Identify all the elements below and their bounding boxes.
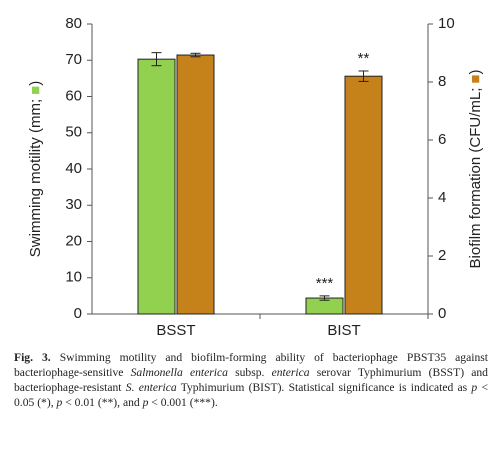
caption-text: p (142, 396, 149, 409)
caption-text: < 0.01 (**), and (62, 396, 143, 409)
caption-text: p (471, 381, 478, 394)
y2-tick-label: 6 (438, 131, 446, 148)
chart: 0 10 20 30 40 50 60 70 80 0 2 4 6 8 10 Swimming motilit… (27, 15, 484, 339)
y2-tick-label: 2 (438, 247, 446, 264)
error-bar (319, 295, 330, 301)
caption-text: subsp. (227, 366, 272, 379)
caption-text: Fig. 3. (14, 351, 51, 364)
y-tick-label: 70 (65, 51, 82, 68)
axis-label-text: Swimming motility (mm; (27, 99, 44, 257)
caption-text: S. enterica (125, 381, 177, 394)
y-tick-label: 30 (65, 196, 82, 213)
y-tick-label: 20 (65, 232, 82, 249)
significance-label: *** (316, 275, 334, 292)
error-bar (151, 52, 162, 67)
caption-text: Typhimurium (BIST). Statistical signific… (176, 381, 472, 394)
caption-text: Swimming motility and biofilm-forming ab… (14, 351, 488, 379)
caption-text: Salmonella enterica (130, 366, 228, 379)
axis-label: Swimming motility (mm; ■) (27, 81, 44, 257)
significance-label: ** (358, 50, 370, 67)
bar (344, 75, 383, 315)
y2-tick-label: 0 (438, 305, 446, 322)
axis-label: Biofilm formation (CFU/mL; ■) (467, 70, 484, 269)
legend-marker: ■ (27, 86, 44, 95)
caption: Fig. 3. Swimming motility and biofilm-fo… (14, 350, 488, 410)
y-tick-label: 50 (65, 124, 82, 141)
caption-text: serovar Typhimurium (BSST) and bacteriop… (14, 366, 488, 394)
y2-tick-label: 10 (438, 15, 455, 32)
caption-text: < 0.05 (*), (14, 381, 489, 409)
y2-tick-label: 8 (438, 73, 446, 90)
axis-label-text: ) (27, 81, 44, 86)
y-tick-label: 80 (65, 15, 82, 32)
x-tick-label: BIST (327, 322, 360, 339)
bar (137, 58, 176, 315)
error-bar (358, 70, 369, 82)
x-tick-label: BSST (156, 322, 195, 339)
legend-marker: ■ (467, 75, 484, 84)
axis-label-text: Biofilm formation (CFU/mL; (467, 88, 484, 269)
y-tick-label: 0 (74, 305, 82, 322)
y2-tick-label: 4 (438, 189, 446, 206)
caption-text: < 0.001 (***). (148, 396, 218, 409)
caption-text: enterica (271, 366, 310, 379)
y-tick-label: 10 (65, 269, 82, 286)
y-tick-label: 40 (65, 160, 82, 177)
y-tick-label: 60 (65, 87, 82, 104)
bar (176, 54, 215, 315)
error-bar (190, 52, 201, 58)
axis-label-text: ) (467, 70, 484, 75)
caption-text: p (56, 396, 63, 409)
